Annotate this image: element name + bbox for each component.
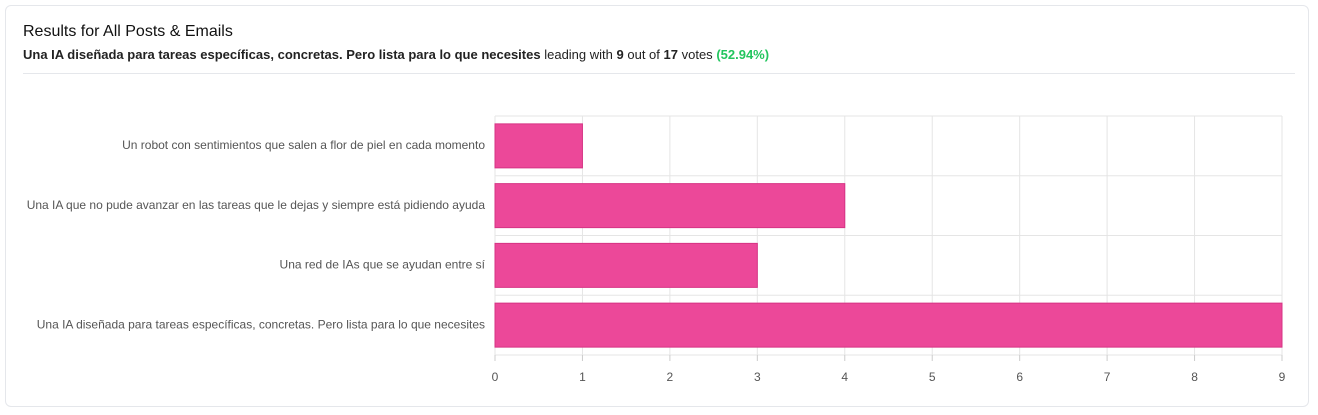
summary-text: out of (627, 47, 660, 62)
x-tick-label: 1 (579, 370, 586, 384)
bar (494, 302, 1283, 348)
x-tick-label: 3 (754, 370, 761, 384)
bar (494, 123, 583, 169)
x-tick-label: 4 (841, 370, 848, 384)
x-tick-label: 2 (667, 370, 674, 384)
y-tick-label: Una IA diseñada para tareas específicas,… (37, 317, 485, 331)
y-tick-label: Una IA que no pude avanzar en las tareas… (27, 198, 486, 212)
x-tick-label: 5 (929, 370, 936, 384)
x-tick-label: 0 (492, 370, 499, 384)
y-tick-label: Una red de IAs que se ayudan entre sí (280, 258, 486, 272)
x-tick-label: 6 (1016, 370, 1023, 384)
summary-text: leading with (544, 47, 613, 62)
summary: Una IA diseñada para tareas específicas,… (23, 47, 769, 62)
bar (494, 183, 846, 229)
bar (494, 242, 758, 288)
summary-text: votes (681, 47, 713, 62)
x-tick-label: 9 (1279, 370, 1286, 384)
x-tick-label: 7 (1104, 370, 1111, 384)
percent: (52.94%) (716, 47, 770, 62)
y-tick-label: Un robot con sentimientos que salen a fl… (122, 138, 485, 152)
title: Results for All Posts & Emails (23, 23, 233, 40)
x-tick-label: 8 (1191, 370, 1198, 384)
divider (23, 73, 1295, 74)
count: 9 (616, 47, 624, 62)
leader: Una IA diseñada para tareas específicas,… (23, 47, 541, 62)
total: 17 (663, 47, 678, 62)
card (5, 5, 1309, 407)
